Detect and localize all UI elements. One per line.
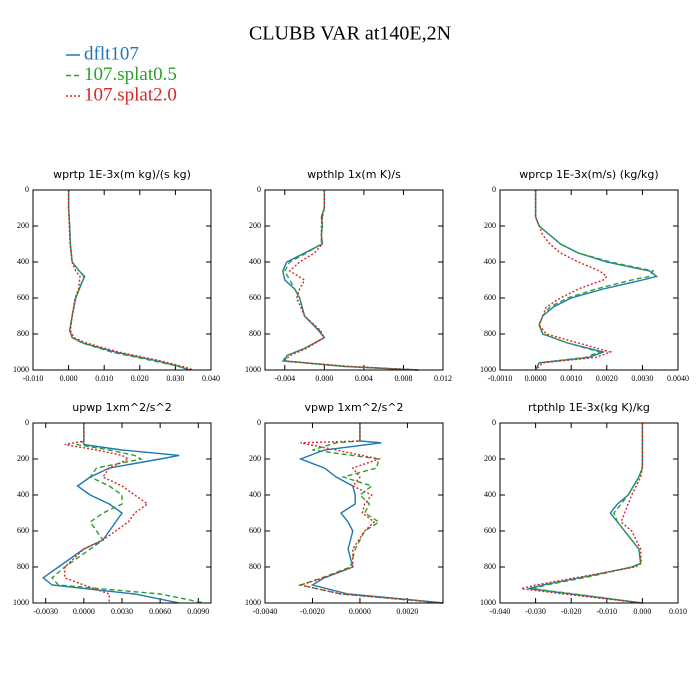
profile-line — [42, 423, 180, 604]
profile-line — [281, 190, 419, 371]
x-tick-label: -0.0010 — [488, 374, 513, 383]
y-tick-label: 600 — [484, 526, 496, 535]
x-tick-label: 0.020 — [131, 374, 149, 383]
panel-title: upwp 1xm^2/s^2 — [72, 401, 172, 414]
legend-label: 107.splat0.5 — [84, 64, 177, 85]
y-tick-label: 0 — [492, 185, 496, 194]
profile-line — [298, 423, 444, 604]
plot-frame — [32, 422, 212, 604]
x-tick-label: -0.020 — [561, 607, 582, 616]
y-tick-label: 200 — [249, 221, 261, 230]
y-tick-label: 200 — [249, 454, 261, 463]
figure-title: CLUBB VAR at140E,2N — [249, 23, 451, 45]
y-tick-label: 600 — [17, 293, 29, 302]
x-tick-label: 0.0060 — [149, 607, 171, 616]
x-tick-label: 0.0030 — [111, 607, 133, 616]
y-tick-label: 800 — [484, 562, 496, 571]
profile-line — [531, 423, 644, 604]
y-tick-label: 600 — [484, 293, 496, 302]
plot-frame — [264, 422, 444, 604]
x-tick-label: 0.008 — [394, 374, 412, 383]
x-tick-label: 0.000 — [60, 374, 78, 383]
y-tick-label: 0 — [257, 185, 261, 194]
x-tick-label: 0.0000 — [525, 374, 547, 383]
y-tick-label: 400 — [484, 490, 496, 499]
x-tick-label: 0.0000 — [73, 607, 95, 616]
y-tick-label: 0 — [492, 418, 496, 427]
x-tick-label: -0.0030 — [33, 607, 58, 616]
panel-title: vpwp 1xm^2/s^2 — [304, 401, 403, 414]
y-tick-label: 1000 — [245, 598, 261, 607]
x-tick-label: 0.030 — [166, 374, 184, 383]
y-tick-label: 600 — [17, 526, 29, 535]
x-tick-label: -0.0040 — [253, 607, 278, 616]
y-tick-label: 600 — [249, 526, 261, 535]
x-tick-label: -0.040 — [490, 607, 511, 616]
y-tick-label: 400 — [17, 257, 29, 266]
x-tick-label: 0.0010 — [560, 374, 582, 383]
profile-line — [64, 423, 149, 603]
x-tick-label: -0.030 — [525, 607, 546, 616]
x-tick-label: 0.000 — [633, 607, 651, 616]
y-tick-label: 1000 — [245, 365, 261, 374]
x-tick-label: 0.040 — [202, 374, 220, 383]
y-tick-label: 800 — [17, 562, 29, 571]
x-tick-label: 0.0020 — [596, 374, 618, 383]
y-tick-label: 400 — [484, 257, 496, 266]
y-tick-label: 400 — [249, 490, 261, 499]
plot-frame — [499, 422, 679, 604]
x-tick-label: -0.004 — [274, 374, 295, 383]
x-tick-label: 0.0030 — [631, 374, 653, 383]
y-tick-label: 0 — [25, 418, 29, 427]
panel-title: wpthlp 1x(m K)/s — [307, 168, 401, 181]
profile-line — [283, 190, 419, 371]
plot-frame — [32, 189, 212, 371]
x-tick-label: 0.012 — [434, 374, 452, 383]
y-tick-label: 600 — [249, 293, 261, 302]
y-tick-label: 200 — [17, 454, 29, 463]
panel-title: wprtp 1E-3x(m kg)/(s kg) — [53, 168, 191, 181]
panel-title: wprcp 1E-3x(m/s) (kg/kg) — [519, 168, 658, 181]
x-tick-label: 0.010 — [95, 374, 113, 383]
profile-line — [297, 423, 444, 604]
y-tick-label: 800 — [249, 562, 261, 571]
y-tick-label: 800 — [249, 329, 261, 338]
y-tick-label: 1000 — [13, 365, 29, 374]
x-tick-label: 0.0090 — [187, 607, 209, 616]
y-tick-label: 800 — [17, 329, 29, 338]
x-tick-label: -0.0020 — [300, 607, 325, 616]
y-tick-label: 0 — [25, 185, 29, 194]
x-tick-label: 0.000 — [315, 374, 333, 383]
y-tick-label: 800 — [484, 329, 496, 338]
y-tick-label: 1000 — [480, 598, 496, 607]
panel-title: rtpthlp 1E-3x(kg K)/kg — [528, 401, 650, 414]
y-tick-label: 200 — [484, 221, 496, 230]
legend-label: dflt107 — [84, 43, 139, 64]
x-tick-label: 0.0040 — [667, 374, 689, 383]
profile-line — [534, 190, 655, 371]
profile-line — [51, 423, 205, 604]
y-tick-label: 400 — [249, 257, 261, 266]
x-tick-label: 0.0000 — [349, 607, 371, 616]
y-tick-label: 200 — [17, 221, 29, 230]
x-tick-label: 0.004 — [355, 374, 373, 383]
x-tick-label: -0.010 — [596, 607, 617, 616]
x-tick-label: 0.0020 — [396, 607, 418, 616]
legend-label: 107.splat2.0 — [84, 84, 177, 105]
plot-frame — [264, 189, 444, 371]
y-tick-label: 400 — [17, 490, 29, 499]
x-tick-label: 0.010 — [669, 607, 687, 616]
y-tick-label: 200 — [484, 454, 496, 463]
plot-frame — [499, 189, 679, 371]
y-tick-label: 1000 — [13, 598, 29, 607]
y-tick-label: 1000 — [480, 365, 496, 374]
x-tick-label: -0.010 — [23, 374, 44, 383]
profile-line — [67, 190, 194, 371]
y-tick-label: 0 — [257, 418, 261, 427]
profile-line — [521, 423, 644, 604]
